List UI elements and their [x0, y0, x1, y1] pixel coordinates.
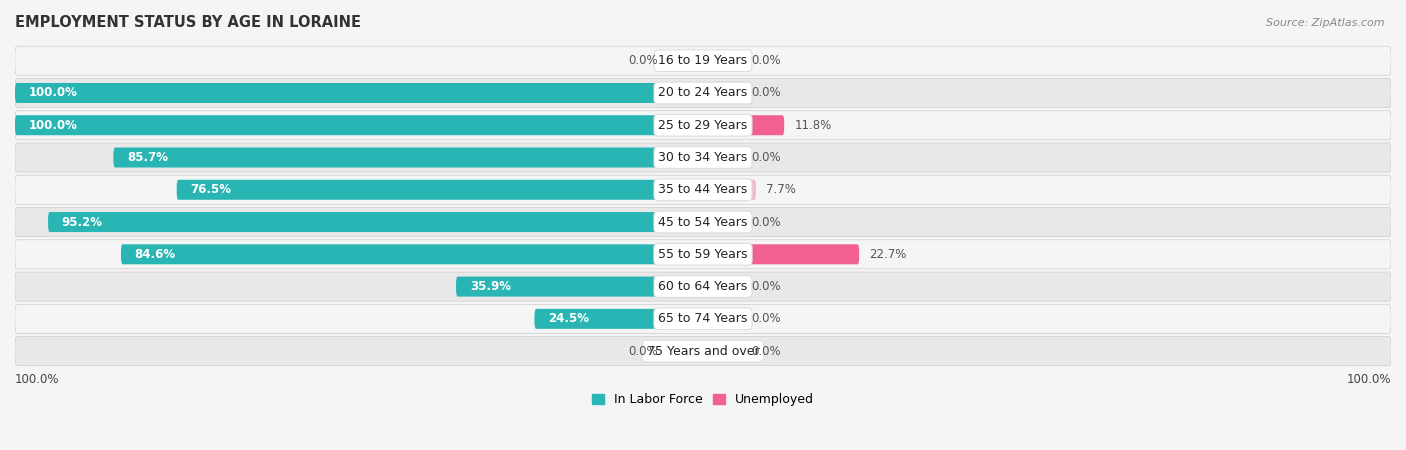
Text: 30 to 34 Years: 30 to 34 Years: [658, 151, 748, 164]
FancyBboxPatch shape: [703, 212, 737, 232]
Text: 0.0%: 0.0%: [751, 151, 780, 164]
Text: Source: ZipAtlas.com: Source: ZipAtlas.com: [1267, 18, 1385, 28]
Text: 75 Years and over: 75 Years and over: [647, 345, 759, 358]
FancyBboxPatch shape: [703, 115, 785, 135]
Text: 35.9%: 35.9%: [470, 280, 510, 293]
FancyBboxPatch shape: [15, 337, 1391, 366]
FancyBboxPatch shape: [703, 244, 859, 264]
FancyBboxPatch shape: [703, 180, 756, 200]
FancyBboxPatch shape: [15, 175, 1391, 204]
FancyBboxPatch shape: [121, 244, 703, 264]
FancyBboxPatch shape: [703, 341, 737, 361]
FancyBboxPatch shape: [703, 309, 737, 329]
FancyBboxPatch shape: [15, 240, 1391, 269]
FancyBboxPatch shape: [15, 83, 703, 103]
Text: 20 to 24 Years: 20 to 24 Years: [658, 86, 748, 99]
Text: 35 to 44 Years: 35 to 44 Years: [658, 183, 748, 196]
FancyBboxPatch shape: [669, 341, 703, 361]
Text: 11.8%: 11.8%: [794, 119, 832, 132]
Text: 100.0%: 100.0%: [15, 373, 59, 386]
FancyBboxPatch shape: [15, 304, 1391, 333]
FancyBboxPatch shape: [15, 207, 1391, 237]
Text: 100.0%: 100.0%: [28, 119, 77, 132]
Text: 0.0%: 0.0%: [751, 54, 780, 67]
Text: 7.7%: 7.7%: [766, 183, 796, 196]
Text: 55 to 59 Years: 55 to 59 Years: [658, 248, 748, 261]
Text: 0.0%: 0.0%: [628, 54, 658, 67]
Text: EMPLOYMENT STATUS BY AGE IN LORAINE: EMPLOYMENT STATUS BY AGE IN LORAINE: [15, 15, 361, 30]
FancyBboxPatch shape: [48, 212, 703, 232]
FancyBboxPatch shape: [703, 83, 737, 103]
FancyBboxPatch shape: [114, 148, 703, 167]
Text: 0.0%: 0.0%: [751, 86, 780, 99]
FancyBboxPatch shape: [15, 46, 1391, 75]
FancyBboxPatch shape: [15, 115, 703, 135]
FancyBboxPatch shape: [456, 277, 703, 297]
FancyBboxPatch shape: [703, 148, 737, 167]
FancyBboxPatch shape: [177, 180, 703, 200]
FancyBboxPatch shape: [534, 309, 703, 329]
Legend: In Labor Force, Unemployed: In Labor Force, Unemployed: [586, 388, 820, 411]
Text: 25 to 29 Years: 25 to 29 Years: [658, 119, 748, 132]
Text: 76.5%: 76.5%: [190, 183, 232, 196]
Text: 60 to 64 Years: 60 to 64 Years: [658, 280, 748, 293]
FancyBboxPatch shape: [15, 111, 1391, 140]
FancyBboxPatch shape: [15, 78, 1391, 108]
Text: 45 to 54 Years: 45 to 54 Years: [658, 216, 748, 229]
Text: 0.0%: 0.0%: [751, 280, 780, 293]
Text: 85.7%: 85.7%: [127, 151, 169, 164]
Text: 65 to 74 Years: 65 to 74 Years: [658, 312, 748, 325]
FancyBboxPatch shape: [669, 51, 703, 71]
Text: 100.0%: 100.0%: [1347, 373, 1391, 386]
Text: 0.0%: 0.0%: [751, 312, 780, 325]
Text: 0.0%: 0.0%: [628, 345, 658, 358]
Text: 16 to 19 Years: 16 to 19 Years: [658, 54, 748, 67]
FancyBboxPatch shape: [15, 143, 1391, 172]
Text: 84.6%: 84.6%: [135, 248, 176, 261]
Text: 95.2%: 95.2%: [62, 216, 103, 229]
Text: 24.5%: 24.5%: [548, 312, 589, 325]
FancyBboxPatch shape: [15, 272, 1391, 301]
FancyBboxPatch shape: [703, 277, 737, 297]
FancyBboxPatch shape: [703, 51, 737, 71]
Text: 0.0%: 0.0%: [751, 216, 780, 229]
Text: 22.7%: 22.7%: [869, 248, 907, 261]
Text: 100.0%: 100.0%: [28, 86, 77, 99]
Text: 0.0%: 0.0%: [751, 345, 780, 358]
